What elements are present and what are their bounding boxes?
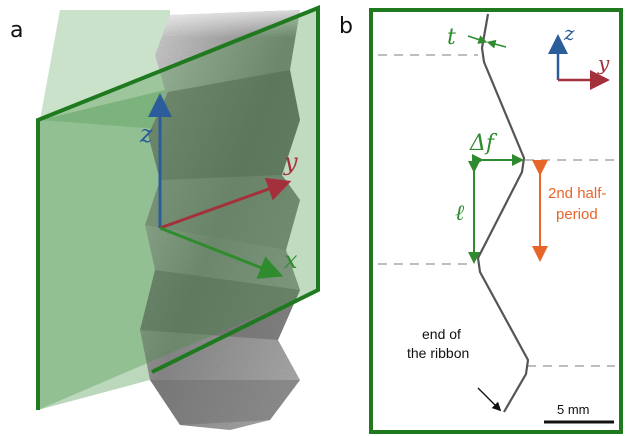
half-period-label-1: 2nd half-	[548, 185, 606, 202]
panel-b-label: b	[339, 14, 353, 39]
green-plane	[38, 10, 318, 410]
end-pointer-arrow	[477, 387, 502, 412]
ribbon-fold-band	[145, 175, 300, 250]
green-plane-left	[38, 90, 165, 410]
back-plane	[40, 10, 170, 130]
y-axis-arrow	[159, 177, 292, 230]
thickness-arrow-right	[486, 39, 507, 49]
ribbon-profile	[476, 13, 530, 413]
x-axis-label: x	[284, 246, 298, 274]
z-axis-label: z	[139, 120, 153, 148]
panel-a-label: a	[10, 18, 24, 43]
panel-a-illustration: z y x	[36, 5, 320, 430]
ribbon-fold-band	[148, 70, 300, 180]
ribbon-fold-band	[150, 380, 300, 425]
b-z-axis-label: z	[563, 21, 575, 45]
scale-bar-label: 5 mm	[557, 402, 590, 417]
end-label-2: the ribbon	[407, 345, 469, 361]
length-label: ℓ	[455, 201, 465, 226]
y-axis-label: y	[283, 148, 298, 176]
x-axis-arrow	[159, 226, 284, 279]
plane-frame	[36, 5, 320, 410]
b-y-axis-label: y	[597, 51, 610, 75]
thickness-arrow-left	[467, 35, 488, 44]
half-period-label-2: period	[556, 206, 598, 223]
thickness-label: t	[447, 25, 456, 50]
ribbon-fold-band	[140, 270, 300, 340]
panel-b-illustration: t Δf ℓ 2nd half- period end of the ribbo…	[369, 8, 623, 434]
end-label-1: end of	[422, 326, 461, 342]
amplitude-label: Δf	[469, 131, 498, 156]
